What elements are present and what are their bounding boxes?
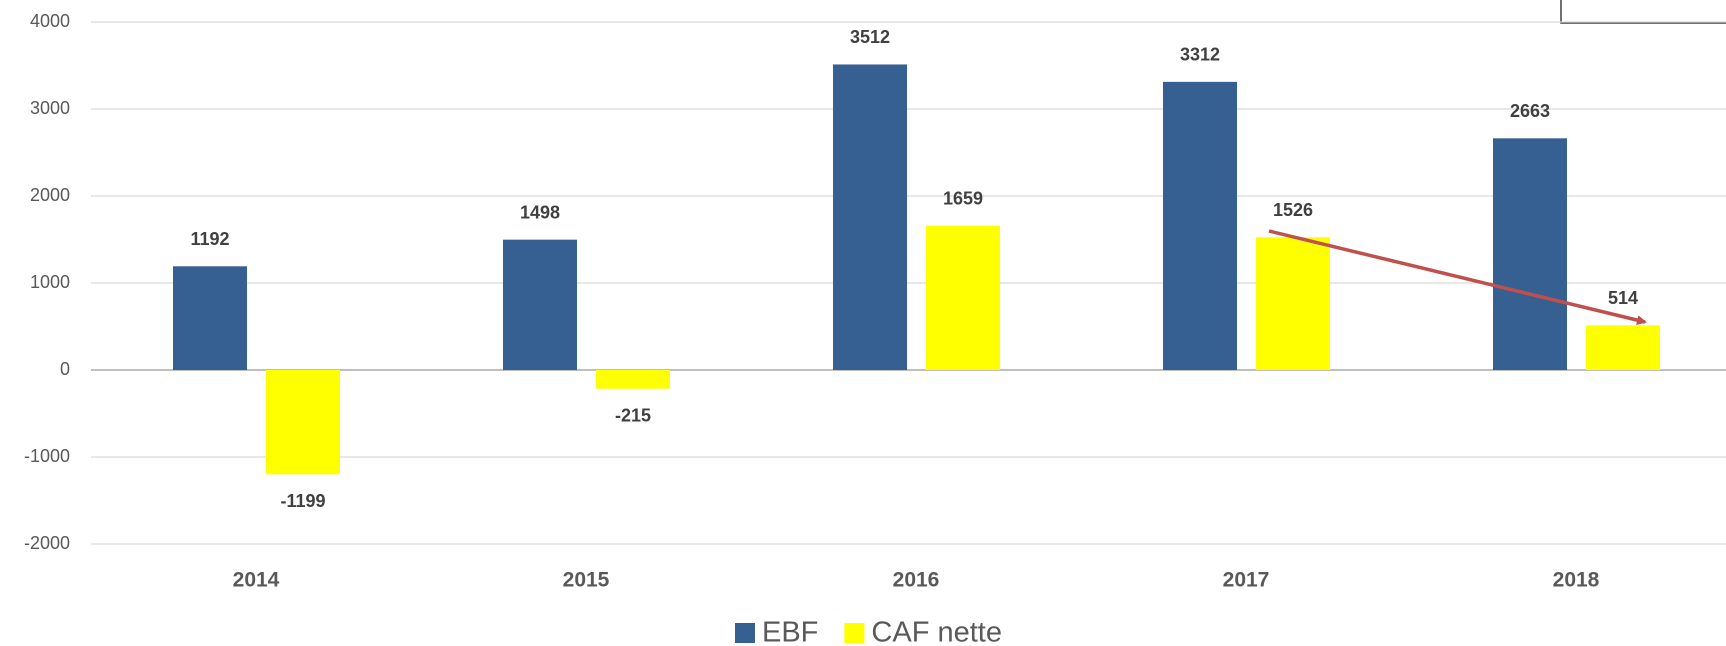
value-label: 1659 xyxy=(943,188,983,208)
bar xyxy=(1493,138,1567,370)
x-tick-label: 2016 xyxy=(893,569,940,592)
x-tick-label: 2018 xyxy=(1553,569,1600,592)
bar xyxy=(596,370,670,389)
value-label: -215 xyxy=(615,405,651,425)
y-tick-label: -1000 xyxy=(24,446,70,466)
legend-label: EBF xyxy=(762,617,818,646)
value-label: 1526 xyxy=(1273,200,1313,220)
overlay-box xyxy=(1560,0,1726,24)
value-label: 1192 xyxy=(190,229,229,249)
value-label: 3312 xyxy=(1180,45,1220,65)
bar xyxy=(926,225,1000,370)
value-label: 2663 xyxy=(1510,101,1550,121)
bar xyxy=(1163,81,1237,370)
value-label: 514 xyxy=(1608,288,1638,308)
legend-label: CAF nette xyxy=(871,617,1002,646)
bar xyxy=(503,239,577,370)
bar xyxy=(266,370,340,475)
y-tick-label: 1000 xyxy=(30,272,70,292)
legend-swatch xyxy=(735,623,755,643)
trend-arrow xyxy=(1268,229,1647,325)
bar xyxy=(833,64,907,371)
y-tick-label: 2000 xyxy=(30,185,70,205)
bar xyxy=(173,266,247,370)
value-label: 1498 xyxy=(520,202,560,222)
bar xyxy=(1586,325,1660,370)
x-tick-label: 2014 xyxy=(233,569,280,592)
y-tick-label: -2000 xyxy=(24,533,70,553)
x-tick-label: 2017 xyxy=(1223,569,1270,592)
y-tick-label: 3000 xyxy=(30,98,70,118)
legend-swatch xyxy=(844,623,865,643)
bar xyxy=(1256,237,1330,370)
y-tick-label: 4000 xyxy=(30,11,70,31)
y-tick-label: 0 xyxy=(60,359,70,379)
value-label: -1199 xyxy=(280,491,325,511)
x-tick-label: 2015 xyxy=(563,569,610,592)
value-label: 3512 xyxy=(850,27,890,47)
